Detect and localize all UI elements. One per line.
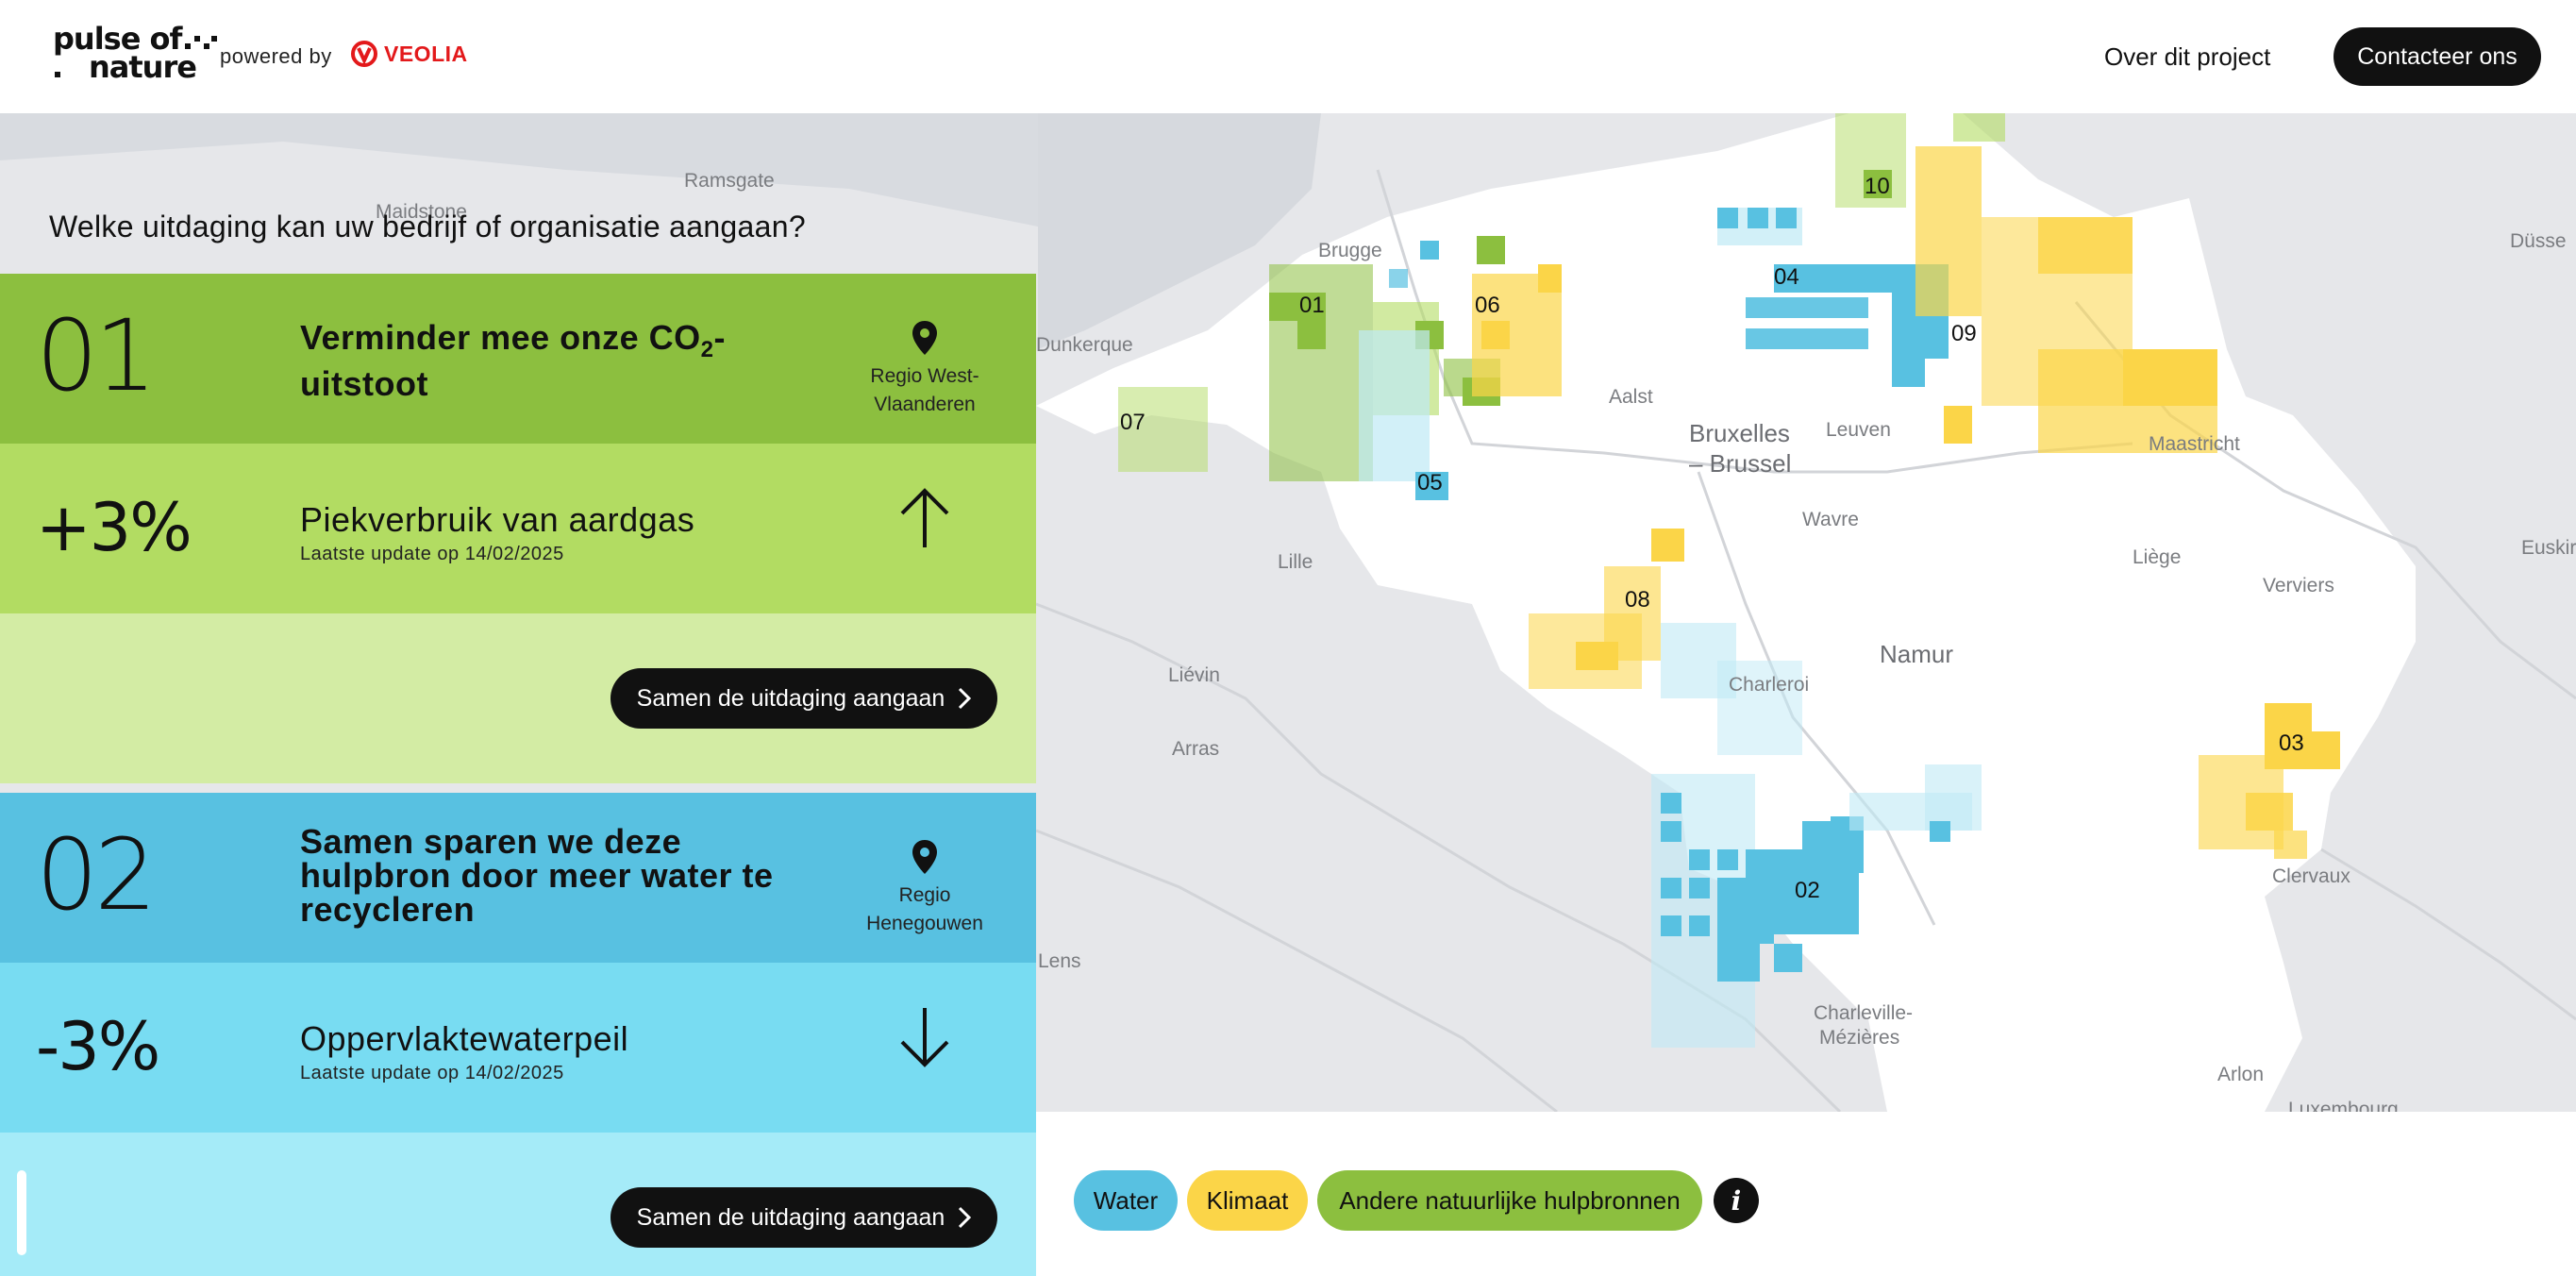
region-10-cells[interactable] xyxy=(1835,113,2005,208)
arrow-down-icon xyxy=(900,1008,949,1067)
challenge-number: 01 xyxy=(36,298,157,413)
map-label-ramsgate: Ramsgate xyxy=(684,170,775,192)
map-label-namur: Namur xyxy=(1880,640,1954,668)
region-03-cells[interactable] xyxy=(2199,703,2340,859)
map-label-mezieres: Mézières xyxy=(1819,1027,1900,1049)
region-05-cells[interactable] xyxy=(1359,241,1448,500)
region-02-cells[interactable] xyxy=(1651,764,1982,1048)
metric-name: Oppervlaktewaterpeil xyxy=(300,1019,629,1058)
challenge-number: 02 xyxy=(36,817,157,932)
challenge-header-01: 01 Verminder mee onze CO2-uitstoot Regio… xyxy=(0,274,1036,444)
metric-updated: Laatste update op 14/02/2025 xyxy=(300,544,564,564)
map-label-liege: Liège xyxy=(2133,546,2182,568)
filter-klimaat-button[interactable]: Klimaat xyxy=(1187,1170,1308,1231)
region-label: Regio West-Vlaanderen xyxy=(870,365,979,415)
challenge-card-02[interactable]: 02 Samen sparen we deze hulpbron door me… xyxy=(0,793,1036,1276)
challenge-metric-01: +3% Piekverbruik van aardgas Laatste upd… xyxy=(0,444,1036,613)
location-pin-icon xyxy=(912,840,937,874)
logo-dot-icon xyxy=(55,72,60,77)
location-pin-icon xyxy=(912,321,937,355)
take-challenge-button[interactable]: Samen de uitdaging aangaan xyxy=(611,1187,997,1248)
region-badge-01[interactable]: 01 xyxy=(1299,293,1325,318)
region-badge-08[interactable]: 08 xyxy=(1625,587,1650,613)
map-legend: Water Klimaat Andere natuurlijke hulpbro… xyxy=(1036,1112,2576,1276)
filter-andere-button[interactable]: Andere natuurlijke hulpbronnen xyxy=(1317,1170,1702,1231)
challenge-title: Verminder mee onze CO2-uitstoot xyxy=(300,318,726,404)
arrow-up-icon xyxy=(900,488,949,547)
veolia-logo: VEOLIA xyxy=(350,40,468,68)
region-badge-04[interactable]: 04 xyxy=(1774,264,1799,290)
challenge-action-02: Samen de uitdaging aangaan xyxy=(0,1133,1036,1276)
map-label-maidstone: Maidstone xyxy=(376,201,467,223)
logo-line2: nature xyxy=(89,49,197,85)
region-07-cells[interactable] xyxy=(1118,387,1208,472)
info-icon[interactable]: i xyxy=(1714,1178,1759,1223)
region-badge-05[interactable]: 05 xyxy=(1417,470,1443,495)
challenge-question: Welke uitdaging kan uw bedrijf of organi… xyxy=(49,210,806,243)
region-badge-03[interactable]: 03 xyxy=(2279,730,2304,756)
region-badge-09[interactable]: 09 xyxy=(1951,321,1977,346)
map-label-euskirchen: Euskirc xyxy=(2521,537,2576,559)
map-label-arras: Arras xyxy=(1172,738,1220,760)
chevron-right-icon xyxy=(959,687,972,710)
scroll-handle[interactable] xyxy=(17,1170,26,1255)
map-label-dunkerque: Dunkerque xyxy=(1036,334,1133,356)
challenge-region: Regio West-Vlaanderen xyxy=(849,319,1000,419)
region-badge-07[interactable]: 07 xyxy=(1120,410,1146,435)
challenge-action-01: Samen de uitdaging aangaan xyxy=(0,613,1036,783)
challenge-metric-02: -3% Oppervlaktewaterpeil Laatste update … xyxy=(0,963,1036,1133)
challenge-region: Regio Henegouwen xyxy=(849,838,1000,938)
region-badge-02[interactable]: 02 xyxy=(1795,878,1820,903)
map-label-brussel: – Brussel xyxy=(1689,449,1792,478)
region-label: Regio Henegouwen xyxy=(866,884,983,934)
challenge-title: Samen sparen we deze hulpbron door meer … xyxy=(300,822,774,929)
logo-line1: pulse of xyxy=(53,21,182,57)
region-06-cells[interactable] xyxy=(1472,264,1562,396)
veolia-icon xyxy=(351,41,377,67)
map-label-lille: Lille xyxy=(1278,551,1313,573)
map-label-verviers: Verviers xyxy=(2263,575,2334,596)
region-badge-06[interactable]: 06 xyxy=(1475,293,1500,318)
map-label-wavre: Wavre xyxy=(1802,509,1859,530)
veolia-wordmark: VEOLIA xyxy=(384,41,468,66)
map-label-luxembourg: Luxembourg xyxy=(2288,1099,2399,1112)
map-canvas xyxy=(0,113,2576,1112)
powered-by-label: powered by xyxy=(220,44,332,68)
metric-value: +3% xyxy=(36,489,192,566)
metric-value: -3% xyxy=(36,1008,160,1085)
region-badge-10[interactable]: 10 xyxy=(1865,174,1890,199)
map-label-charleroi: Charleroi xyxy=(1729,674,1810,696)
map-label-maastricht: Maastricht xyxy=(2149,433,2240,455)
challenge-header-02: 02 Samen sparen we deze hulpbron door me… xyxy=(0,793,1036,963)
map-label-arlon: Arlon xyxy=(2217,1064,2265,1085)
map-label-clervaux: Clervaux xyxy=(2272,865,2350,887)
metric-name: Piekverbruik van aardgas xyxy=(300,500,695,539)
map-label-lens: Lens xyxy=(1038,950,1081,972)
filter-water-button[interactable]: Water xyxy=(1074,1170,1178,1231)
take-challenge-label: Samen de uitdaging aangaan xyxy=(636,1203,945,1231)
take-challenge-label: Samen de uitdaging aangaan xyxy=(636,684,945,712)
map-label-leuven: Leuven xyxy=(1826,419,1891,441)
header: pulse of nature powered by VEOLIA Over d… xyxy=(0,0,2576,113)
map-label-dusseldorf: Düsse xyxy=(2510,230,2567,252)
map-label-brugge: Brugge xyxy=(1318,240,1382,261)
region-09-cells[interactable] xyxy=(1915,146,2217,453)
challenge-card-01[interactable]: 01 Verminder mee onze CO2-uitstoot Regio… xyxy=(0,274,1036,783)
metric-updated: Laatste update op 14/02/2025 xyxy=(300,1063,564,1083)
region-08-cells[interactable] xyxy=(1529,529,1802,755)
map-label-charleville: Charleville- xyxy=(1814,1002,1914,1024)
about-project-link[interactable]: Over dit project xyxy=(2104,42,2271,71)
map-label-bruxelles: Bruxelles xyxy=(1689,419,1790,447)
map-label-aalst: Aalst xyxy=(1609,386,1653,408)
chevron-right-icon xyxy=(959,1206,972,1229)
contact-button[interactable]: Contacteer ons xyxy=(2333,27,2541,86)
map-label-lievin: Liévin xyxy=(1168,664,1220,686)
take-challenge-button[interactable]: Samen de uitdaging aangaan xyxy=(611,668,997,729)
pulse-of-nature-logo[interactable]: pulse of nature xyxy=(53,21,217,85)
logo-dots-icon xyxy=(185,36,217,49)
